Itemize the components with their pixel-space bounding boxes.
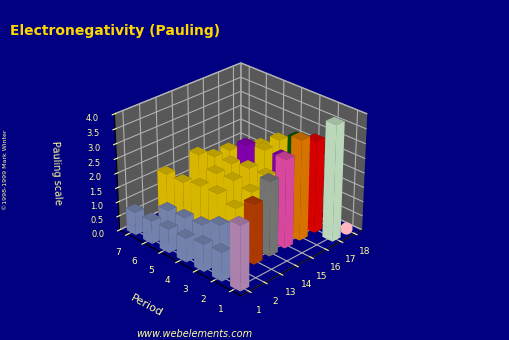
Text: Electronegativity (Pauling): Electronegativity (Pauling) bbox=[10, 24, 220, 38]
Text: www.webelements.com: www.webelements.com bbox=[135, 328, 251, 339]
Text: ©1998-1999 Mark Winter: ©1998-1999 Mark Winter bbox=[3, 130, 8, 210]
Y-axis label: Period: Period bbox=[128, 293, 164, 319]
